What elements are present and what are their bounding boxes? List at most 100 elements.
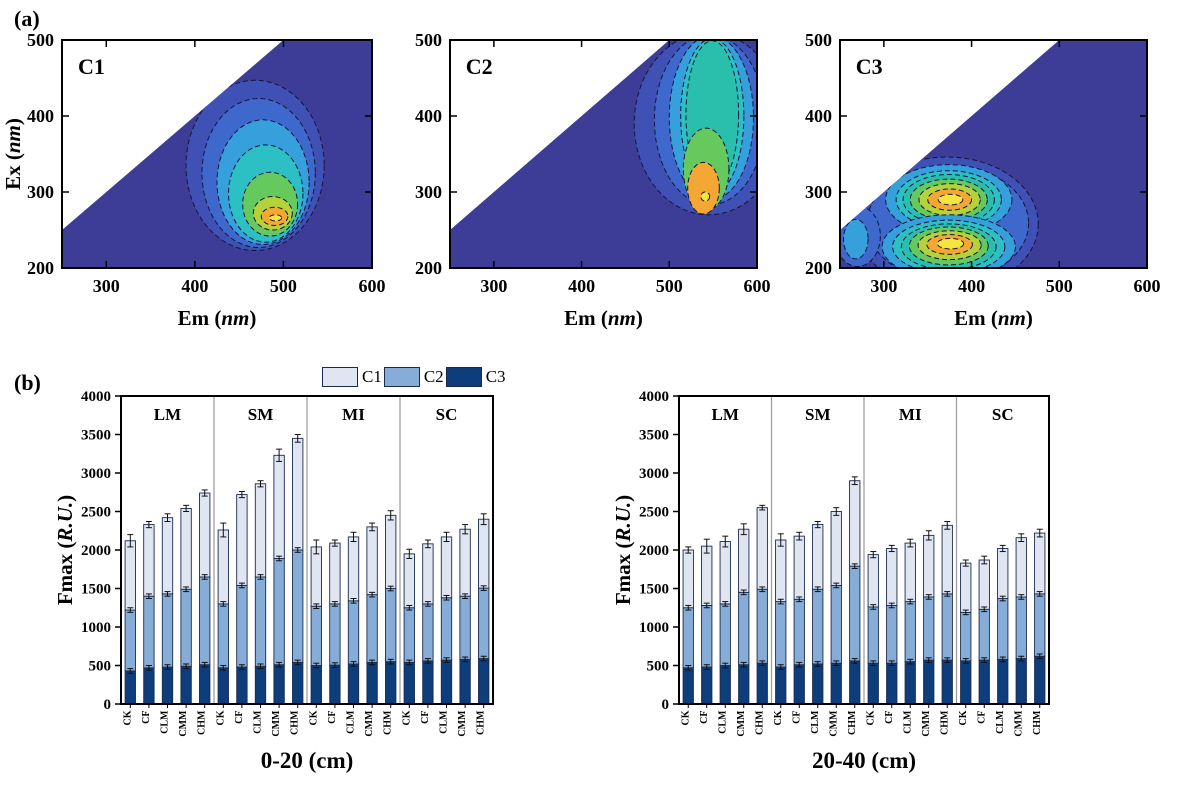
y-tick-label: 200 xyxy=(805,258,832,278)
bar-segment-c3 xyxy=(310,665,322,705)
panel-b-label: (b) xyxy=(14,370,41,395)
x-tick-label: CLM xyxy=(346,710,357,734)
y-axis-label: Ex (nm) xyxy=(1,118,25,190)
x-tick-label: CK xyxy=(680,710,691,725)
bar-segment-c1 xyxy=(459,528,471,597)
bar-segment-c2 xyxy=(347,600,360,665)
bar-segment-c2 xyxy=(366,594,378,663)
bar-segment-c2 xyxy=(180,588,192,667)
bar-segment-c3 xyxy=(997,658,1009,705)
x-tick-label: 300 xyxy=(870,276,897,296)
bar-lm-cmm xyxy=(738,523,750,705)
x-tick-label: CF xyxy=(141,711,152,724)
bar-segment-c1 xyxy=(1015,537,1027,598)
bar-sc-ck xyxy=(960,559,972,705)
bar-segment-c3 xyxy=(849,660,861,705)
bar-lm-chm xyxy=(756,504,768,705)
bar-segment-c1 xyxy=(960,562,972,613)
x-tick-label: CLM xyxy=(160,710,171,734)
contour-ring xyxy=(843,218,869,260)
y-tick-label: 400 xyxy=(805,106,832,126)
bar-segment-c3 xyxy=(904,661,916,705)
x-tick-label: 500 xyxy=(270,276,297,296)
x-tick-label: CK xyxy=(958,710,969,725)
bar-segment-c3 xyxy=(812,663,824,705)
group-label: LM xyxy=(712,405,739,424)
x-axis-label: Em (nm) xyxy=(178,306,257,330)
contour-ring xyxy=(268,214,283,222)
legend-label: C3 xyxy=(485,367,506,386)
x-axis-label: Em (nm) xyxy=(954,306,1033,330)
x-axis-label: Em (nm) xyxy=(564,306,643,330)
bar-segment-c1 xyxy=(738,528,750,593)
plot-title: C1 xyxy=(78,54,105,79)
bar-segment-c2 xyxy=(701,604,713,668)
x-tick-label: CHM xyxy=(1032,710,1043,735)
x-tick-label: CK xyxy=(401,710,412,725)
y-tick-label: 400 xyxy=(27,106,54,126)
bar-segment-c1 xyxy=(775,539,787,603)
bar-mi-ck xyxy=(867,551,879,705)
bar-segment-c2 xyxy=(775,601,787,668)
plot-frame xyxy=(120,395,494,705)
contour-ring xyxy=(936,237,965,250)
bar-chart-0-20-cm-: LM SM MI SC 0 500 1000 1500 2000 2500 3000 3500 4000… xyxy=(53,389,494,773)
chart-title: 20-40 (cm) xyxy=(812,748,916,773)
bar-segment-c2 xyxy=(997,598,1009,660)
contour-area xyxy=(450,40,757,268)
bar-sm-chm xyxy=(849,476,861,705)
x-tick-label: CHM xyxy=(197,710,208,735)
rayleigh-mask xyxy=(450,40,670,230)
bar-segment-c1 xyxy=(403,553,415,609)
bar-segment-c1 xyxy=(867,554,879,608)
bar-segment-c3 xyxy=(254,665,267,705)
bar-segment-c1 xyxy=(199,492,211,578)
bar-segment-c2 xyxy=(738,591,750,666)
bar-lm-ck xyxy=(124,534,136,705)
bar-segment-c2 xyxy=(273,558,285,666)
x-tick-label: CK xyxy=(122,710,133,725)
bar-segment-c2 xyxy=(923,596,935,661)
x-tick-label: CLM xyxy=(995,710,1006,734)
bar-lm-cf xyxy=(701,538,713,705)
bar-segment-c1 xyxy=(923,534,935,598)
x-tick-label: 600 xyxy=(744,276,771,296)
bar-segment-c1 xyxy=(719,541,731,605)
x-tick-label: 500 xyxy=(1046,276,1073,296)
chart-title: 0-20 (cm) xyxy=(261,748,354,773)
bar-segment-c3 xyxy=(793,664,805,705)
y-tick-label: 4000 xyxy=(639,389,669,405)
bar-segment-c1 xyxy=(273,454,285,559)
bar-mi-cf xyxy=(886,544,898,705)
bar-segment-c2 xyxy=(403,607,415,663)
bar-segment-c3 xyxy=(236,666,248,705)
bar-segment-c3 xyxy=(830,662,842,705)
bar-sc-cf xyxy=(422,539,434,705)
y-tick-label: 3500 xyxy=(639,428,669,444)
bar-segment-c2 xyxy=(941,593,953,661)
bar-sm-cf xyxy=(236,490,248,705)
bar-segment-c2 xyxy=(849,565,861,662)
bar-mi-chm xyxy=(385,510,397,705)
bar-segment-c2 xyxy=(161,593,174,668)
bar-lm-clm xyxy=(719,535,731,705)
legend-swatch-c2 xyxy=(383,367,420,387)
bar-mi-cf xyxy=(329,539,341,705)
x-tick-label: CMM xyxy=(921,710,932,737)
x-tick-label: CF xyxy=(791,711,802,724)
bar-segment-c1 xyxy=(830,511,842,586)
y-tick-label: 2500 xyxy=(81,505,111,521)
bar-segment-c1 xyxy=(180,507,192,590)
bar-segment-c1 xyxy=(701,545,713,606)
x-tick-label: CLM xyxy=(439,710,450,734)
y-tick-label: 300 xyxy=(27,182,54,202)
bar-sc-ck xyxy=(403,548,415,705)
x-tick-label: CK xyxy=(308,710,319,725)
bar-segment-c1 xyxy=(849,480,861,567)
bar-segment-c3 xyxy=(161,666,174,705)
contour-ring xyxy=(700,191,711,202)
panel-a-label: (a) xyxy=(14,6,40,31)
x-tick-label: CMM xyxy=(457,710,468,737)
y-tick-label: 4000 xyxy=(81,389,111,405)
bar-segment-c2 xyxy=(292,549,304,663)
